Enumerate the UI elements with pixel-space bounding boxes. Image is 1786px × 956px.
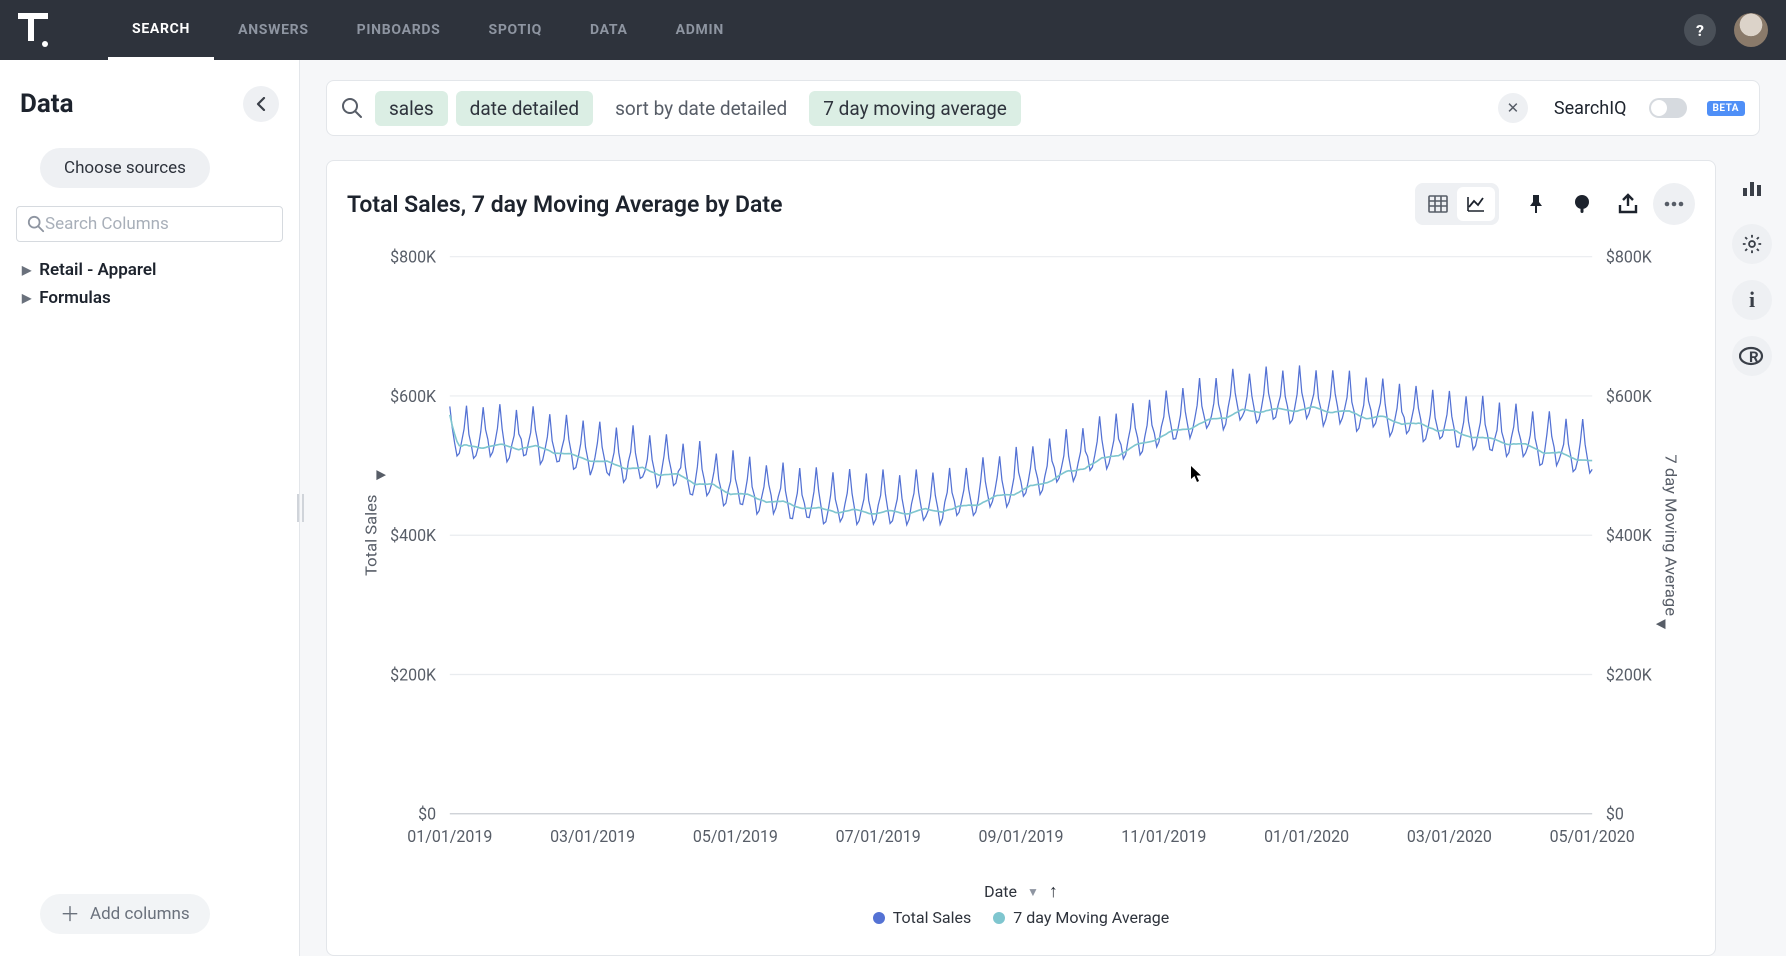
search-token[interactable]: 7 day moving average bbox=[809, 91, 1021, 126]
svg-text:$800K: $800K bbox=[390, 247, 437, 266]
help-button[interactable]: ? bbox=[1684, 14, 1716, 46]
tree-item[interactable]: ▶ Retail - Apparel bbox=[18, 256, 281, 284]
svg-text:$400K: $400K bbox=[390, 526, 437, 545]
search-columns-field[interactable] bbox=[16, 206, 283, 242]
add-columns-label: Add columns bbox=[90, 904, 190, 924]
search-icon bbox=[341, 97, 363, 119]
answer-title: Total Sales, 7 day Moving Average by Dat… bbox=[347, 191, 782, 218]
choose-sources-button[interactable]: Choose sources bbox=[40, 148, 210, 188]
svg-text:03/01/2020: 03/01/2020 bbox=[1407, 827, 1492, 846]
view-toggle bbox=[1415, 183, 1499, 225]
svg-text:7 day Moving Average: 7 day Moving Average bbox=[1661, 454, 1680, 616]
svg-text:09/01/2019: 09/01/2019 bbox=[978, 827, 1063, 846]
svg-text:◀: ◀ bbox=[1656, 616, 1666, 631]
svg-text:$200K: $200K bbox=[390, 665, 437, 684]
search-columns-input[interactable] bbox=[45, 214, 272, 234]
spotiq-button[interactable] bbox=[1561, 183, 1603, 225]
search-token[interactable]: date detailed bbox=[456, 91, 593, 126]
settings-button[interactable] bbox=[1732, 224, 1772, 264]
pin-button[interactable] bbox=[1515, 183, 1557, 225]
main-area: salesdate detailedsort by date detailed7… bbox=[300, 60, 1786, 956]
legend-item[interactable]: 7 day Moving Average bbox=[993, 908, 1169, 927]
app-logo[interactable] bbox=[18, 13, 48, 47]
right-rail: i R bbox=[1732, 168, 1772, 376]
data-panel: Data Choose sources ▶ Retail - Apparel ▶ Fo… bbox=[0, 60, 300, 956]
legend-swatch bbox=[873, 912, 885, 924]
tree-item-label: Retail - Apparel bbox=[39, 260, 156, 280]
caret-right-icon: ▶ bbox=[22, 263, 31, 277]
chart-config-button[interactable] bbox=[1732, 168, 1772, 208]
svg-text:R: R bbox=[1749, 348, 1759, 366]
tree-item-label: Formulas bbox=[39, 288, 110, 308]
nav-spotiq[interactable]: SPOTIQ bbox=[465, 0, 566, 60]
svg-text:$0: $0 bbox=[418, 804, 436, 823]
nav-search[interactable]: SEARCH bbox=[108, 0, 214, 60]
svg-text:$800K: $800K bbox=[1606, 247, 1653, 266]
user-avatar[interactable] bbox=[1734, 13, 1768, 47]
legend-label: Total Sales bbox=[893, 908, 972, 927]
svg-text:$600K: $600K bbox=[390, 387, 437, 406]
sort-ascending-button[interactable]: ↑ bbox=[1049, 881, 1058, 902]
share-button[interactable] bbox=[1607, 183, 1649, 225]
search-token[interactable]: sales bbox=[375, 91, 448, 126]
svg-text:▶: ▶ bbox=[376, 467, 386, 482]
clear-search-button[interactable]: ✕ bbox=[1498, 93, 1528, 123]
search-icon bbox=[27, 215, 45, 233]
svg-text:03/01/2019: 03/01/2019 bbox=[550, 827, 635, 846]
svg-text:11/01/2019: 11/01/2019 bbox=[1121, 827, 1206, 846]
svg-text:05/01/2019: 05/01/2019 bbox=[693, 827, 778, 846]
add-columns-button[interactable]: ＋ Add columns bbox=[40, 894, 210, 934]
searchiq-toggle[interactable] bbox=[1649, 98, 1687, 118]
plus-icon: ＋ bbox=[60, 904, 80, 924]
more-options-button[interactable] bbox=[1653, 183, 1695, 225]
table-view-button[interactable] bbox=[1419, 187, 1457, 221]
svg-text:05/01/2020: 05/01/2020 bbox=[1550, 827, 1635, 846]
svg-text:01/01/2019: 01/01/2019 bbox=[407, 827, 492, 846]
svg-text:Total Sales: Total Sales bbox=[362, 495, 381, 576]
legend-label: 7 day Moving Average bbox=[1013, 908, 1169, 927]
source-tree: ▶ Retail - Apparel ▶ Formulas bbox=[0, 256, 299, 312]
x-axis-label[interactable]: Date bbox=[984, 882, 1017, 901]
svg-text:$400K: $400K bbox=[1606, 526, 1653, 545]
svg-text:07/01/2019: 07/01/2019 bbox=[836, 827, 921, 846]
svg-text:01/01/2020: 01/01/2020 bbox=[1264, 827, 1349, 846]
legend-swatch bbox=[993, 912, 1005, 924]
caret-right-icon: ▶ bbox=[22, 291, 31, 305]
search-bar[interactable]: salesdate detailedsort by date detailed7… bbox=[326, 80, 1760, 136]
searchiq-label: SearchIQ bbox=[1554, 98, 1627, 119]
nav-admin[interactable]: ADMIN bbox=[652, 0, 748, 60]
chart-legend: Total Sales 7 day Moving Average bbox=[347, 906, 1695, 933]
beta-badge: BETA bbox=[1707, 101, 1746, 116]
collapse-panel-button[interactable] bbox=[243, 86, 279, 122]
nav-pinboards[interactable]: PINBOARDS bbox=[333, 0, 465, 60]
nav-data[interactable]: DATA bbox=[566, 0, 652, 60]
svg-text:$200K: $200K bbox=[1606, 665, 1653, 684]
svg-text:$0: $0 bbox=[1606, 804, 1624, 823]
dropdown-caret-icon[interactable]: ▼ bbox=[1027, 885, 1039, 899]
chart-area[interactable]: $0 $0 $200K $200K $400K $400K $600K $600K $800K $… bbox=[347, 233, 1695, 873]
search-token[interactable]: sort by date detailed bbox=[601, 91, 801, 126]
r-script-button[interactable]: R bbox=[1732, 336, 1772, 376]
answer-card: Total Sales, 7 day Moving Average by Dat… bbox=[326, 160, 1716, 956]
top-nav: SEARCHANSWERSPINBOARDSSPOTIQDATAADMIN ? bbox=[0, 0, 1786, 60]
tree-item[interactable]: ▶ Formulas bbox=[18, 284, 281, 312]
legend-item[interactable]: Total Sales bbox=[873, 908, 972, 927]
svg-text:$600K: $600K bbox=[1606, 387, 1653, 406]
data-panel-title: Data bbox=[20, 89, 74, 119]
x-axis-controls: Date ▼ ↑ bbox=[347, 873, 1695, 906]
info-button[interactable]: i bbox=[1732, 280, 1772, 320]
nav-answers[interactable]: ANSWERS bbox=[214, 0, 333, 60]
chart-view-button[interactable] bbox=[1457, 187, 1495, 221]
